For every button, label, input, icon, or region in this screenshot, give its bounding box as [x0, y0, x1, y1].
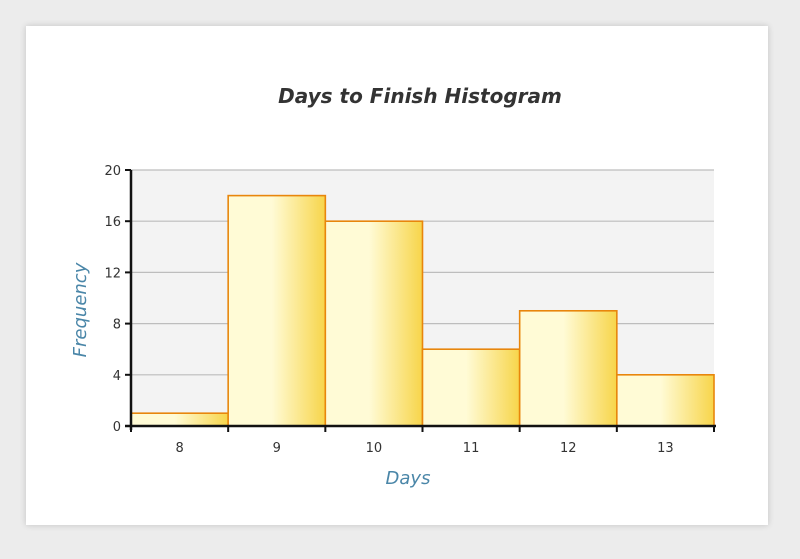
- y-tick-label: 8: [113, 318, 121, 333]
- x-tick-label: 8: [175, 441, 183, 456]
- bar-12: [518, 309, 618, 427]
- x-tick-label: 9: [273, 441, 281, 456]
- x-tick-label: 12: [560, 441, 577, 456]
- y-tick-label: 4: [113, 369, 121, 384]
- x-tick-labels: 8 9 10 11 12 13: [175, 441, 673, 456]
- y-tick-label: 12: [104, 266, 121, 281]
- x-axis-label: Days: [386, 468, 431, 489]
- y-tick-label: 20: [104, 164, 121, 179]
- x-tick-label: 10: [366, 441, 383, 456]
- chart-title: Days to Finish Histogram: [278, 84, 562, 108]
- y-tick-label: 0: [113, 420, 121, 435]
- y-tick-label: 16: [104, 215, 121, 230]
- bar-11: [421, 348, 521, 427]
- bar-13: [616, 373, 715, 427]
- x-tick-label: 13: [657, 441, 674, 456]
- y-tick-labels: 0 4 8 12 16 20: [104, 164, 121, 435]
- bar-8: [130, 412, 229, 427]
- bars: [130, 194, 715, 427]
- axes: [125, 170, 716, 432]
- bar-10: [324, 220, 424, 427]
- bar-9: [227, 194, 327, 427]
- y-axis-label: Frequency: [70, 262, 91, 357]
- x-tick-label: 11: [463, 441, 480, 456]
